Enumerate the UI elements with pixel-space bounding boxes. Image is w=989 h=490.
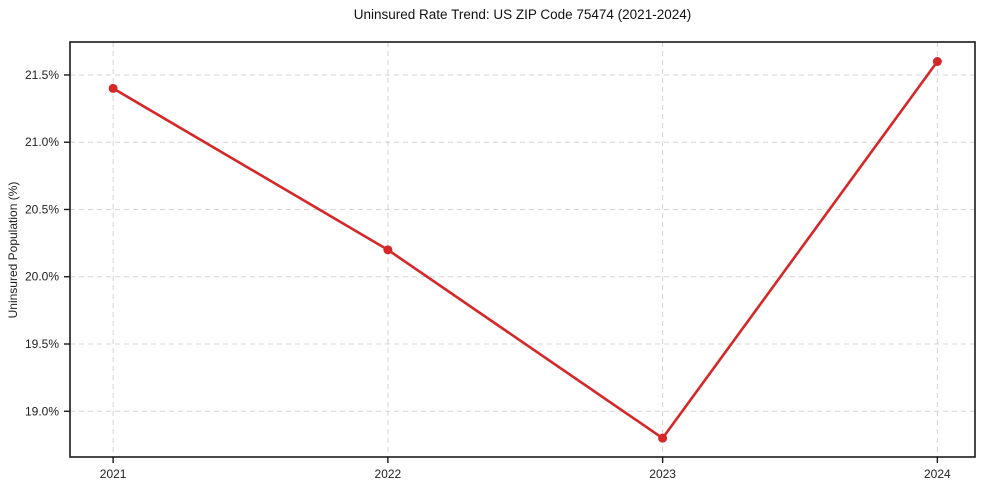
- y-tick-label: 21.0%: [25, 135, 59, 149]
- x-tick-label: 2021: [100, 467, 127, 481]
- data-point-marker: [383, 245, 393, 255]
- data-point-marker: [108, 83, 118, 93]
- y-tick-label: 20.0%: [25, 270, 59, 284]
- y-axis-label: Uninsured Population (%): [6, 181, 20, 319]
- y-tick-label: 19.0%: [25, 404, 59, 418]
- x-tick-label: 2022: [375, 467, 402, 481]
- data-point-marker: [658, 433, 668, 443]
- chart-title: Uninsured Rate Trend: US ZIP Code 75474 …: [353, 7, 692, 22]
- trend-line: [111, 60, 939, 440]
- y-tick-label: 20.5%: [25, 202, 59, 216]
- y-tick-label: 19.5%: [25, 337, 59, 351]
- x-tick-label: 2024: [924, 467, 951, 481]
- y-tick-label: 21.5%: [25, 68, 59, 82]
- x-tick-label: 2023: [649, 467, 676, 481]
- plot-frame: [69, 41, 976, 458]
- data-point-marker: [932, 57, 942, 67]
